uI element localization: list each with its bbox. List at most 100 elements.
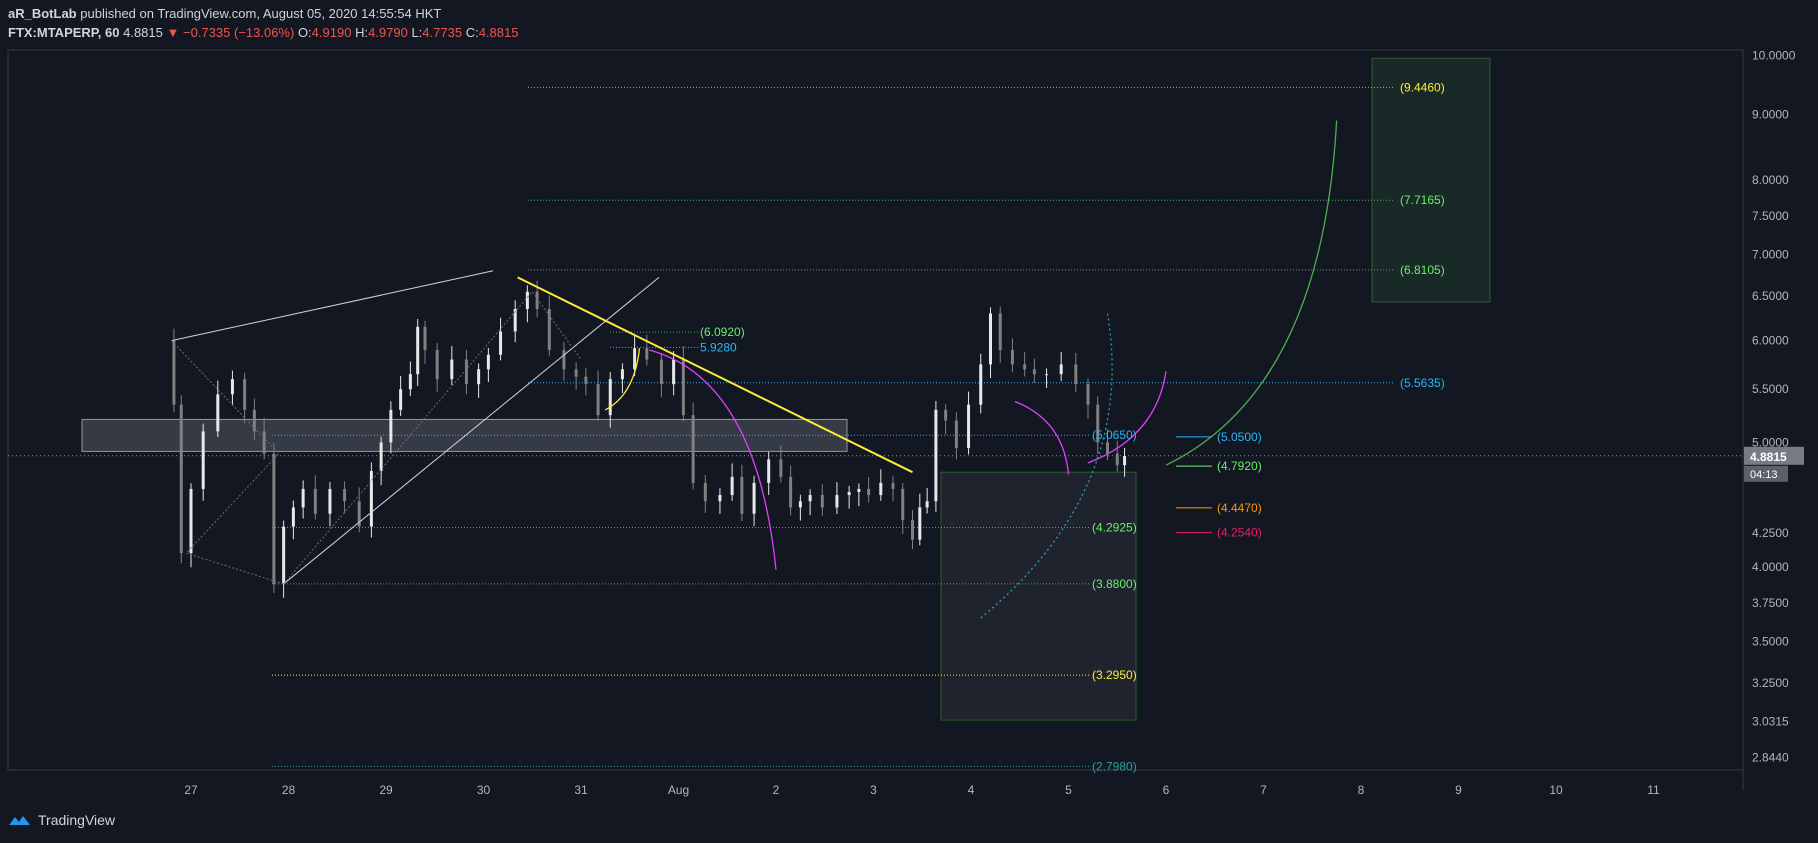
candle-body: [343, 488, 347, 502]
countdown-tag-label: 04:13: [1750, 469, 1778, 481]
x-tick-label: 7: [1260, 783, 1267, 797]
candle-body: [1123, 455, 1127, 466]
candle-body: [301, 488, 305, 508]
y-tick-label: 6.5000: [1752, 289, 1789, 303]
yellow-projection-arrow: [605, 348, 641, 411]
candle-body: [486, 354, 490, 370]
close-label: C:: [465, 25, 479, 40]
last-price: 4.8815: [123, 25, 163, 40]
level-label: (4.7920): [1217, 459, 1262, 473]
candle-body: [1086, 384, 1090, 405]
candle-body: [918, 507, 922, 540]
candle-body: [179, 404, 183, 554]
wedge-upper-line: [171, 270, 494, 342]
candle-body: [808, 495, 812, 502]
candle-body: [879, 482, 883, 496]
candle-body: [423, 326, 427, 351]
candle-body: [547, 309, 551, 351]
candle-body: [252, 409, 256, 432]
candle-body: [262, 431, 266, 454]
x-tick-label: 6: [1163, 783, 1170, 797]
teal-dotted-arrow: [980, 313, 1113, 619]
y-tick-label: 3.7500: [1752, 596, 1789, 610]
countdown-tag: [1744, 465, 1788, 482]
candle-body: [672, 359, 676, 385]
x-tick-label: 8: [1358, 783, 1365, 797]
y-tick-label: 6.0000: [1752, 334, 1789, 348]
candle-body: [989, 313, 992, 365]
candle-body: [925, 501, 929, 508]
candle-body: [847, 491, 851, 496]
candle-body: [1074, 364, 1078, 385]
fib-right-label: (6.8105): [1400, 263, 1445, 277]
candle-body: [779, 459, 783, 477]
candle-body: [499, 331, 503, 355]
candle-body: [272, 453, 276, 584]
candle-body: [798, 501, 802, 508]
publish-header: aR_BotLab published on TradingView.com, …: [8, 6, 441, 21]
fib-right-label: (5.5635): [1400, 376, 1445, 390]
stop-zone: [940, 471, 1137, 721]
last-price-tag-label: 4.8815: [1750, 450, 1787, 464]
candle-body: [979, 364, 983, 405]
level-label: (4.4470): [1217, 501, 1262, 515]
target-zone: [1371, 57, 1491, 303]
candle-body: [291, 507, 295, 527]
candle-body: [1010, 350, 1014, 365]
x-tick-label: 31: [574, 783, 588, 797]
low-label: L:: [411, 25, 423, 40]
symbol-label: FTX:MTAPERP, 60: [8, 25, 120, 40]
footer-brand[interactable]: TradingView: [8, 812, 115, 828]
candle-body: [435, 350, 439, 380]
fib-mid-label: (2.7980): [1092, 759, 1137, 773]
candle-body: [574, 369, 578, 377]
level-label: (5.0500): [1217, 430, 1262, 444]
candle-body: [464, 359, 468, 385]
candle-body: [789, 476, 793, 508]
candle-body: [450, 359, 454, 380]
candle-body: [901, 488, 905, 521]
candle-body: [535, 291, 539, 310]
candle-body: [596, 384, 600, 416]
published-text: published on TradingView.com, August 05,…: [80, 6, 442, 21]
candle-body: [703, 482, 707, 502]
candle-body: [1106, 442, 1109, 454]
fib-mid-label: (5.0650): [1092, 428, 1137, 442]
x-tick-label: 27: [184, 783, 198, 797]
high-value: 4.9790: [368, 25, 408, 40]
change-value: −0.7335 (−13.06%): [183, 25, 295, 40]
candle-body: [389, 409, 393, 443]
candle-body: [891, 482, 895, 489]
candle-body: [369, 471, 373, 527]
candle-body: [944, 409, 948, 421]
y-tick-label: 4.2500: [1752, 526, 1789, 540]
fib-mid-label: (4.2925): [1092, 521, 1137, 535]
candle-body: [328, 488, 332, 514]
candle-body: [620, 369, 624, 380]
magenta-rebound-arrow: [1087, 371, 1167, 464]
x-tick-label: 28: [282, 783, 296, 797]
candle-body: [416, 326, 420, 375]
x-tick-label: 9: [1455, 783, 1462, 797]
y-tick-label: 4.0000: [1752, 560, 1789, 574]
y-tick-label: 5.5000: [1752, 382, 1789, 396]
candle-body: [857, 488, 861, 492]
x-tick-label: 30: [477, 783, 491, 797]
symbol-legend: FTX:MTAPERP, 60 4.8815 ▼ −0.7335 (−13.06…: [8, 25, 518, 40]
x-tick-label: 4: [968, 783, 975, 797]
candle-body: [1096, 404, 1100, 443]
candle-body: [408, 374, 412, 390]
low-value: 4.7735: [422, 25, 463, 40]
fib-right-label: (9.4460): [1400, 80, 1445, 94]
level-label: (4.2540): [1217, 526, 1262, 540]
candle-body: [659, 359, 663, 385]
candle-body: [1045, 374, 1049, 376]
last-price-tag: [1744, 446, 1804, 465]
magenta-drop-arrow: [649, 349, 777, 570]
descending-trend-line: [517, 276, 913, 474]
fib-mid-label: (3.8800): [1092, 577, 1137, 591]
author-name[interactable]: aR_BotLab: [8, 6, 77, 21]
candle-body: [313, 488, 317, 514]
y-tick-label: 3.2500: [1752, 676, 1789, 690]
